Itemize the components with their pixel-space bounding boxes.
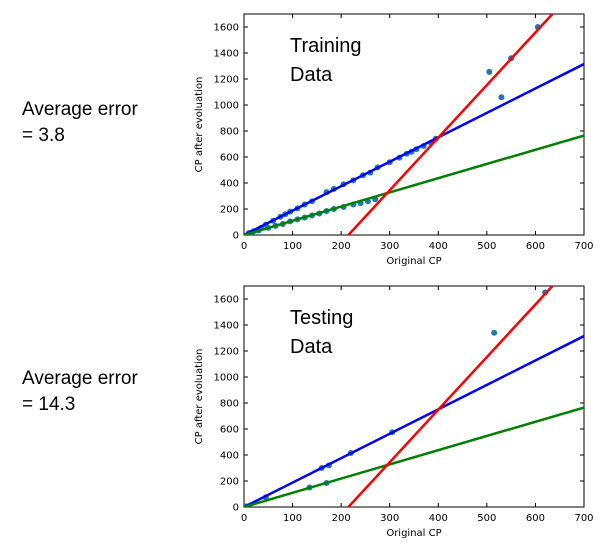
training-data-chart: 0 100 200 300 400 500 600 700 0 200 400 600 800 1000 1… <box>194 13 594 267</box>
x-tick-label: 100 <box>283 513 302 524</box>
y-tick-label: 1000 <box>214 373 239 384</box>
x-tick-label: 0 <box>241 513 247 524</box>
green-fit-line <box>244 406 584 507</box>
x-axis-label: Original CP <box>386 528 441 539</box>
average-error-bottom-label: Average error = 14.3 <box>22 366 138 418</box>
y-tick-label: 1600 <box>214 295 239 306</box>
chart-annotation-line2: Data <box>290 336 333 358</box>
x-tick-label: 700 <box>574 241 593 252</box>
chart-annotation-line1: Testing <box>290 307 353 329</box>
y-tick-label: 200 <box>220 477 239 488</box>
y-tick-label: 1400 <box>214 49 239 60</box>
data-point <box>491 329 498 336</box>
x-tick-label: 500 <box>477 513 496 524</box>
average-error-bottom-line1: Average error <box>22 368 138 389</box>
data-layer <box>244 286 584 507</box>
chart-annotation-line1: Training <box>290 35 362 57</box>
data-point <box>498 94 505 101</box>
y-tick-label: 0 <box>233 503 239 514</box>
average-error-top-line2: = 3.8 <box>22 125 65 146</box>
plot-frame <box>243 13 585 236</box>
x-tick-label: 500 <box>477 241 496 252</box>
x-tick-label: 300 <box>380 241 399 252</box>
green-fit-line <box>244 134 584 235</box>
red-fit-line <box>347 286 554 507</box>
plot-frame <box>243 285 585 508</box>
y-tick-label: 400 <box>220 179 239 190</box>
blue-fit-line <box>244 62 584 235</box>
y-tick-label: 800 <box>220 127 239 138</box>
average-error-top-label: Average error = 3.8 <box>22 97 138 149</box>
average-error-bottom-line2: = 14.3 <box>22 394 76 415</box>
y-tick-label: 1600 <box>214 23 239 34</box>
x-tick-label: 400 <box>429 513 448 524</box>
data-point <box>486 68 493 75</box>
data-layer <box>244 14 584 235</box>
y-tick-label: 400 <box>220 451 239 462</box>
y-tick-label: 1400 <box>214 321 239 332</box>
x-tick-label: 600 <box>526 241 545 252</box>
testing-data-chart: 0 100 200 300 400 500 600 700 0 200 400 600 800 1000 1… <box>194 285 594 539</box>
y-tick-label: 800 <box>220 399 239 410</box>
y-axis-label: CP after evoluation <box>194 349 205 445</box>
x-tick-label: 600 <box>526 513 545 524</box>
average-error-top-line1: Average error <box>22 99 138 120</box>
y-tick-label: 1000 <box>214 101 239 112</box>
y-axis-label: CP after evoluation <box>194 77 205 173</box>
x-tick-label: 100 <box>283 241 302 252</box>
x-tick-label: 200 <box>332 241 351 252</box>
x-tick-label: 300 <box>380 513 399 524</box>
x-tick-label: 700 <box>574 513 593 524</box>
x-tick-label: 400 <box>429 241 448 252</box>
y-tick-label: 1200 <box>214 75 239 86</box>
x-axis-label: Original CP <box>386 256 441 267</box>
y-tick-label: 600 <box>220 153 239 164</box>
y-tick-label: 0 <box>233 231 239 242</box>
y-tick-label: 600 <box>220 425 239 436</box>
y-tick-label: 200 <box>220 205 239 216</box>
red-fit-line <box>347 14 554 235</box>
blue-fit-line <box>244 334 584 507</box>
y-tick-label: 1200 <box>214 347 239 358</box>
x-tick-label: 200 <box>332 513 351 524</box>
x-tick-label: 0 <box>241 241 247 252</box>
chart-annotation-line2: Data <box>290 64 333 86</box>
